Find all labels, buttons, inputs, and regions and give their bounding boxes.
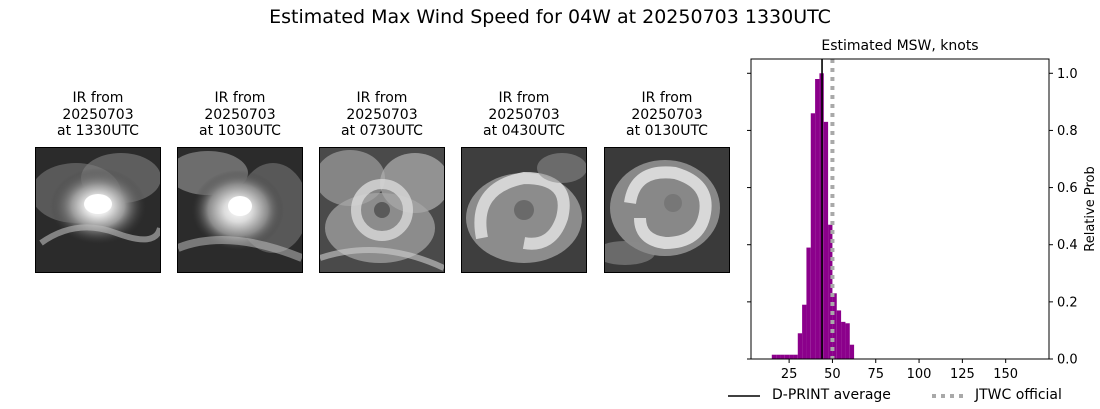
ir-caption-line: IR from: [72, 90, 124, 106]
ir-satellite-image: [461, 147, 587, 273]
ir-caption-date: 20250703: [204, 106, 276, 123]
histogram-bar: [797, 333, 803, 359]
legend-label-jtwc: JTWC official: [975, 387, 1062, 403]
ir-panel-1: IR from 20250703 at 1330UTC: [35, 90, 161, 273]
x-tick-label: 50: [824, 367, 841, 382]
ir-caption: IR from 20250703 at 1330UTC: [35, 90, 161, 142]
x-tick-label: 125: [950, 367, 975, 382]
histogram-bar: [810, 113, 816, 360]
y-tick-label: 0.6: [1057, 181, 1078, 196]
x-tick-label: 75: [867, 367, 884, 382]
histogram-bar: [815, 79, 820, 359]
ir-caption-time: at 1330UTC: [57, 123, 139, 139]
histogram-bar: [841, 321, 846, 359]
histogram-bar: [776, 354, 781, 359]
x-tick-label: 150: [993, 367, 1018, 382]
ir-caption-line: IR from: [498, 90, 550, 106]
x-tick-label: 100: [907, 367, 932, 382]
ir-caption-line: IR from: [356, 90, 408, 106]
x-tick-label: 25: [781, 367, 798, 382]
ir-caption-date: 20250703: [346, 106, 418, 123]
ir-caption-line: IR from: [214, 90, 266, 106]
y-tick-label: 0.0: [1057, 353, 1078, 368]
ir-caption: IR from 20250703 at 0730UTC: [319, 90, 445, 142]
ir-panel-4: IR from 20250703 at 0430UTC: [461, 90, 587, 273]
histogram-bar: [832, 293, 837, 359]
ir-caption-time: at 0130UTC: [626, 123, 708, 139]
ir-panel-2: IR from 20250703 at 1030UTC: [177, 90, 303, 273]
histogram-bar: [771, 354, 777, 359]
ir-caption-date: 20250703: [488, 106, 560, 123]
histogram-bar: [784, 354, 790, 359]
y-tick-label: 0.4: [1057, 238, 1078, 253]
ir-caption-date: 20250703: [62, 106, 134, 123]
ir-caption: IR from 20250703 at 1030UTC: [177, 90, 303, 142]
histogram-bar: [823, 121, 829, 359]
histogram-bar: [793, 354, 798, 359]
histogram-bar: [806, 247, 811, 359]
ir-caption-line: IR from: [641, 90, 693, 106]
y-axis-label: Relative Prob: [1083, 166, 1098, 251]
ir-caption: IR from 20250703 at 0130UTC: [604, 90, 730, 142]
ir-caption: IR from 20250703 at 0430UTC: [461, 90, 587, 142]
ir-caption-time: at 1030UTC: [199, 123, 281, 139]
histogram-bar: [845, 323, 850, 359]
ir-panel-5: IR from 20250703 at 0130UTC: [604, 90, 730, 273]
histogram-bar: [836, 310, 842, 359]
ir-satellite-image: [35, 147, 161, 273]
histogram-bar: [828, 224, 833, 359]
y-tick-label: 0.8: [1057, 124, 1078, 139]
legend-label-dprint: D-PRINT average: [772, 387, 891, 403]
chart-legend: D-PRINT average JTWC official: [728, 386, 1078, 406]
histogram-bar: [780, 354, 785, 359]
ir-caption-time: at 0730UTC: [341, 123, 423, 139]
ir-caption-date: 20250703: [631, 106, 703, 123]
ir-satellite-image: [319, 147, 445, 273]
histogram-bar: [802, 304, 807, 359]
histogram-bar: [789, 354, 794, 359]
y-tick-label: 0.2: [1057, 295, 1078, 310]
ir-panel-3: IR from 20250703 at 0730UTC: [319, 90, 445, 273]
ir-caption-time: at 0430UTC: [483, 123, 565, 139]
main-title: Estimated Max Wind Speed for 04W at 2025…: [269, 6, 831, 28]
ir-satellite-image: [177, 147, 303, 273]
plot-frame: [750, 58, 1050, 360]
chart-title: Estimated MSW, knots: [821, 38, 978, 54]
ir-satellite-image: [604, 147, 730, 273]
histogram-bar: [849, 344, 855, 359]
y-tick-label: 1.0: [1057, 67, 1078, 82]
